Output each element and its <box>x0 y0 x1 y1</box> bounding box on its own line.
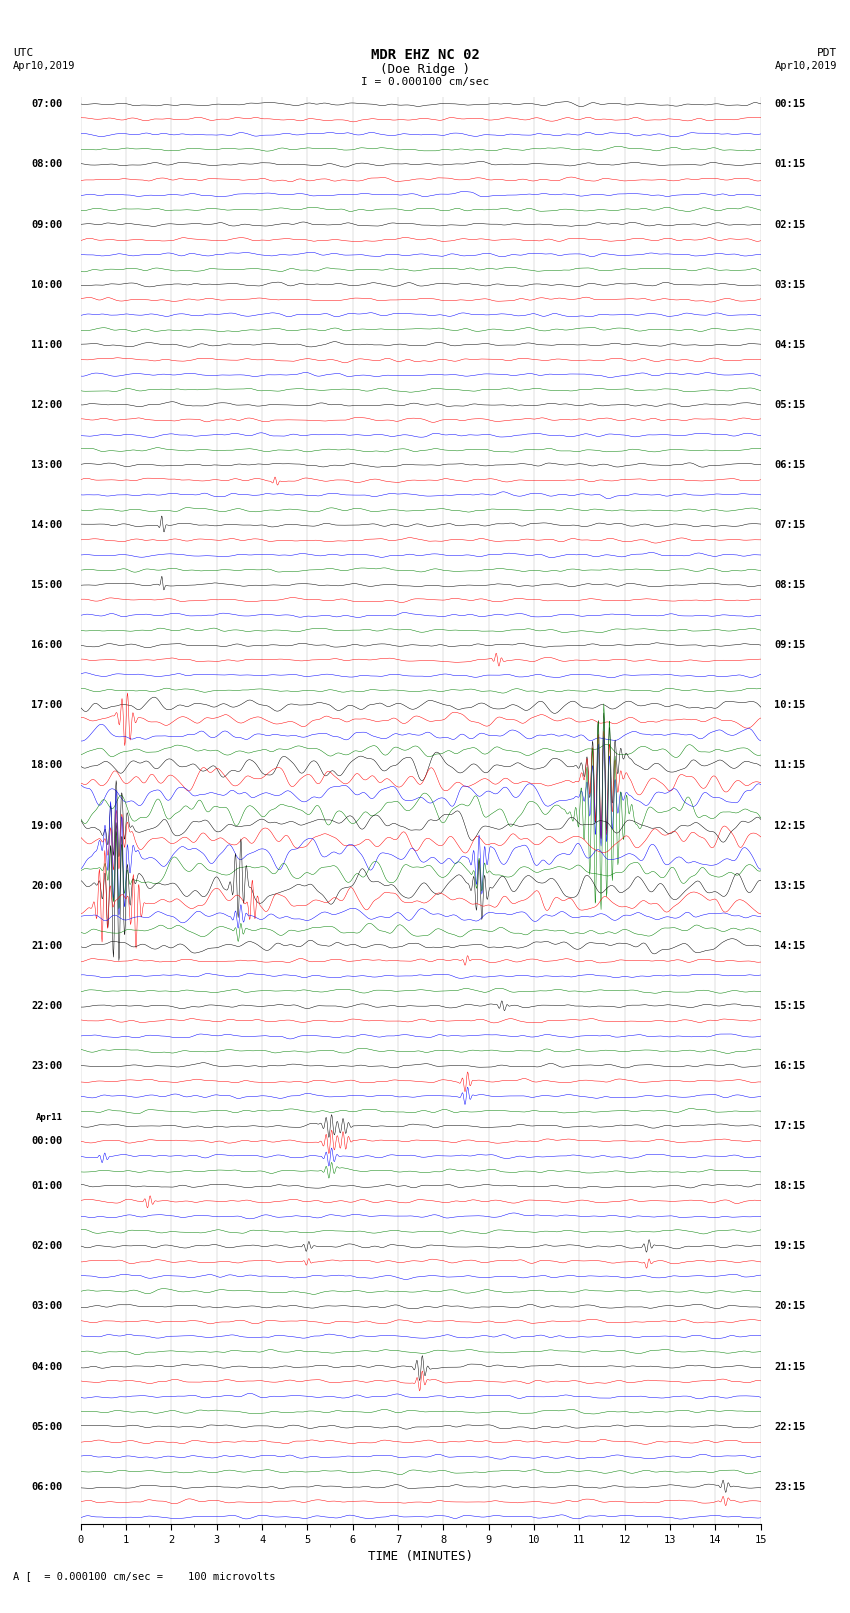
Text: 10:00: 10:00 <box>31 279 63 290</box>
Text: 19:15: 19:15 <box>774 1242 806 1252</box>
Text: 21:15: 21:15 <box>774 1361 806 1371</box>
Text: 00:00: 00:00 <box>31 1136 63 1147</box>
Text: 06:15: 06:15 <box>774 460 806 469</box>
X-axis label: TIME (MINUTES): TIME (MINUTES) <box>368 1550 473 1563</box>
Text: 17:15: 17:15 <box>774 1121 806 1131</box>
Text: 03:15: 03:15 <box>774 279 806 290</box>
Text: 14:00: 14:00 <box>31 519 63 531</box>
Text: Apr10,2019: Apr10,2019 <box>774 61 837 71</box>
Text: 13:15: 13:15 <box>774 881 806 890</box>
Text: 19:00: 19:00 <box>31 821 63 831</box>
Text: MDR EHZ NC 02: MDR EHZ NC 02 <box>371 48 479 63</box>
Text: 02:15: 02:15 <box>774 219 806 229</box>
Text: 20:00: 20:00 <box>31 881 63 890</box>
Text: 04:15: 04:15 <box>774 340 806 350</box>
Text: 09:00: 09:00 <box>31 219 63 229</box>
Text: 18:15: 18:15 <box>774 1181 806 1190</box>
Text: PDT: PDT <box>817 48 837 58</box>
Text: 11:15: 11:15 <box>774 760 806 771</box>
Text: 09:15: 09:15 <box>774 640 806 650</box>
Text: UTC: UTC <box>13 48 33 58</box>
Text: 17:00: 17:00 <box>31 700 63 710</box>
Text: A [  = 0.000100 cm/sec =    100 microvolts: A [ = 0.000100 cm/sec = 100 microvolts <box>13 1571 275 1581</box>
Text: 23:15: 23:15 <box>774 1482 806 1492</box>
Text: 08:15: 08:15 <box>774 581 806 590</box>
Text: 06:00: 06:00 <box>31 1482 63 1492</box>
Text: 15:15: 15:15 <box>774 1002 806 1011</box>
Text: 03:00: 03:00 <box>31 1302 63 1311</box>
Text: 04:00: 04:00 <box>31 1361 63 1371</box>
Text: 23:00: 23:00 <box>31 1061 63 1071</box>
Text: 10:15: 10:15 <box>774 700 806 710</box>
Text: 01:15: 01:15 <box>774 160 806 169</box>
Text: I = 0.000100 cm/sec: I = 0.000100 cm/sec <box>361 77 489 87</box>
Text: 21:00: 21:00 <box>31 940 63 950</box>
Text: 20:15: 20:15 <box>774 1302 806 1311</box>
Text: 05:00: 05:00 <box>31 1421 63 1432</box>
Text: 14:15: 14:15 <box>774 940 806 950</box>
Text: 12:15: 12:15 <box>774 821 806 831</box>
Text: 12:00: 12:00 <box>31 400 63 410</box>
Text: 15:00: 15:00 <box>31 581 63 590</box>
Text: 00:15: 00:15 <box>774 100 806 110</box>
Text: 16:00: 16:00 <box>31 640 63 650</box>
Text: Apr11: Apr11 <box>36 1113 63 1123</box>
Text: 07:15: 07:15 <box>774 519 806 531</box>
Text: 22:00: 22:00 <box>31 1002 63 1011</box>
Text: 01:00: 01:00 <box>31 1181 63 1190</box>
Text: 16:15: 16:15 <box>774 1061 806 1071</box>
Text: 08:00: 08:00 <box>31 160 63 169</box>
Text: Apr10,2019: Apr10,2019 <box>13 61 76 71</box>
Text: 02:00: 02:00 <box>31 1242 63 1252</box>
Text: 11:00: 11:00 <box>31 340 63 350</box>
Text: 18:00: 18:00 <box>31 760 63 771</box>
Text: 22:15: 22:15 <box>774 1421 806 1432</box>
Text: (Doe Ridge ): (Doe Ridge ) <box>380 63 470 76</box>
Text: 13:00: 13:00 <box>31 460 63 469</box>
Text: 07:00: 07:00 <box>31 100 63 110</box>
Text: 05:15: 05:15 <box>774 400 806 410</box>
